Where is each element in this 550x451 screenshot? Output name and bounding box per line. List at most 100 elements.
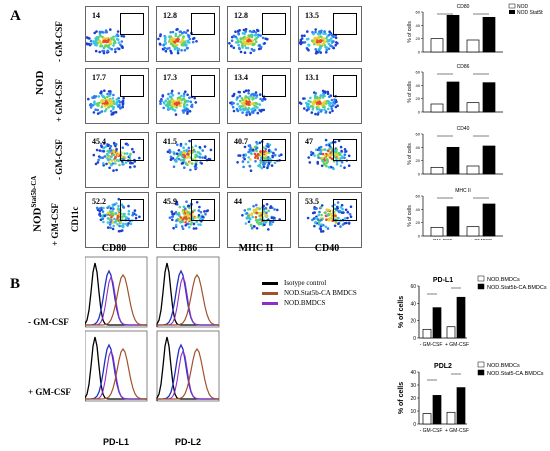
flow-event (110, 159, 114, 162)
flow-event (102, 206, 105, 210)
flow-event (253, 107, 256, 110)
flow-event (89, 39, 93, 43)
flow-event (333, 140, 337, 144)
flow-event (186, 108, 190, 111)
gate-box (262, 199, 286, 221)
flow-event (255, 40, 258, 44)
flow-event (111, 97, 115, 100)
flow-event (173, 41, 177, 44)
flow-event (311, 108, 315, 111)
flow-event (104, 108, 108, 111)
flow-event (343, 217, 347, 220)
y-tick-label: 10 (410, 409, 416, 415)
flow-event (179, 151, 183, 154)
flow-event (250, 30, 254, 34)
legend-label-stat: NOD Stat5b-CA (517, 10, 543, 16)
flow-event (172, 45, 176, 48)
flow-event (313, 42, 316, 46)
flow-event (267, 161, 271, 165)
flow-event (247, 150, 250, 154)
flow-event (330, 37, 333, 40)
x-tick-label: + GM-CSF (445, 428, 469, 434)
x-tick-label: - GM-CSF (430, 239, 453, 240)
flow-event (162, 101, 166, 105)
flow-event (268, 157, 272, 161)
flow-event (180, 49, 183, 52)
flow-plot: 52.2 (85, 192, 149, 248)
flow-event (260, 222, 263, 226)
flow-event (236, 102, 239, 106)
flow-event (170, 51, 173, 55)
flow-event (183, 100, 187, 104)
flow-event (230, 39, 234, 42)
flow-event (249, 42, 252, 46)
flow-event (102, 162, 105, 165)
legend-swatch (477, 275, 485, 282)
flow-event (344, 208, 348, 212)
flow-event (178, 214, 181, 218)
legend-swatch (262, 281, 278, 285)
x-tick-label: + GMCSF (470, 239, 492, 240)
flow-event (175, 46, 179, 50)
flow-event (121, 229, 124, 232)
flow-event (196, 151, 200, 154)
flow-event (111, 112, 115, 116)
gate-box (191, 75, 215, 97)
flow-event (102, 220, 105, 224)
flow-event (198, 145, 202, 149)
flow-event (198, 205, 201, 209)
flow-event (335, 100, 338, 103)
flow-event (329, 156, 332, 159)
flow-event (188, 206, 191, 210)
flow-event (323, 148, 327, 151)
flow-event (113, 41, 117, 44)
panel-b-letter: B (10, 276, 21, 292)
flow-event (134, 216, 138, 220)
flow-event (264, 147, 268, 151)
y-axis-cd11c: CD11c (70, 206, 80, 233)
flow-event (115, 148, 118, 151)
flow-event (171, 94, 175, 97)
flow-event (123, 212, 126, 216)
row-label-stat5b: NODStat5b-CA (30, 176, 44, 232)
flow-event (333, 203, 336, 207)
bar (482, 203, 496, 237)
flow-event (180, 40, 184, 43)
flow-event (171, 108, 175, 111)
flow-event (313, 94, 317, 97)
flow-event (101, 210, 105, 213)
gate-percentage: 12.8 (163, 11, 177, 20)
legend-label: NOD.BMDCs (487, 277, 520, 283)
flow-event (326, 92, 330, 95)
bar (446, 14, 460, 53)
flow-event (185, 103, 189, 107)
y-tick-label: 60 (416, 70, 421, 75)
flow-event (106, 211, 110, 215)
gate-box (262, 75, 286, 97)
flow-event (179, 142, 183, 146)
flow-event (337, 157, 340, 160)
flow-event (98, 207, 102, 210)
flow-event (248, 217, 251, 220)
flow-event (190, 162, 194, 165)
flow-event (265, 211, 268, 215)
flow-event (255, 94, 259, 97)
flow-event (346, 216, 349, 220)
flow-event (125, 152, 129, 155)
histogram-frame (85, 256, 148, 328)
flow-plot: 14 (85, 6, 149, 62)
flow-event (95, 30, 98, 33)
flow-event (231, 105, 235, 109)
flow-density (86, 28, 126, 55)
row-label-stat-plus: + GM-CSF (50, 203, 60, 246)
flow-event (184, 142, 188, 146)
flow-event (177, 211, 181, 215)
flow-event (337, 216, 340, 220)
flow-event (318, 49, 321, 53)
flow-event (247, 156, 250, 159)
flow-event (314, 96, 317, 99)
flow-event (187, 204, 190, 208)
flow-event (244, 106, 247, 110)
flow-event (126, 143, 130, 147)
flow-event (110, 37, 113, 40)
